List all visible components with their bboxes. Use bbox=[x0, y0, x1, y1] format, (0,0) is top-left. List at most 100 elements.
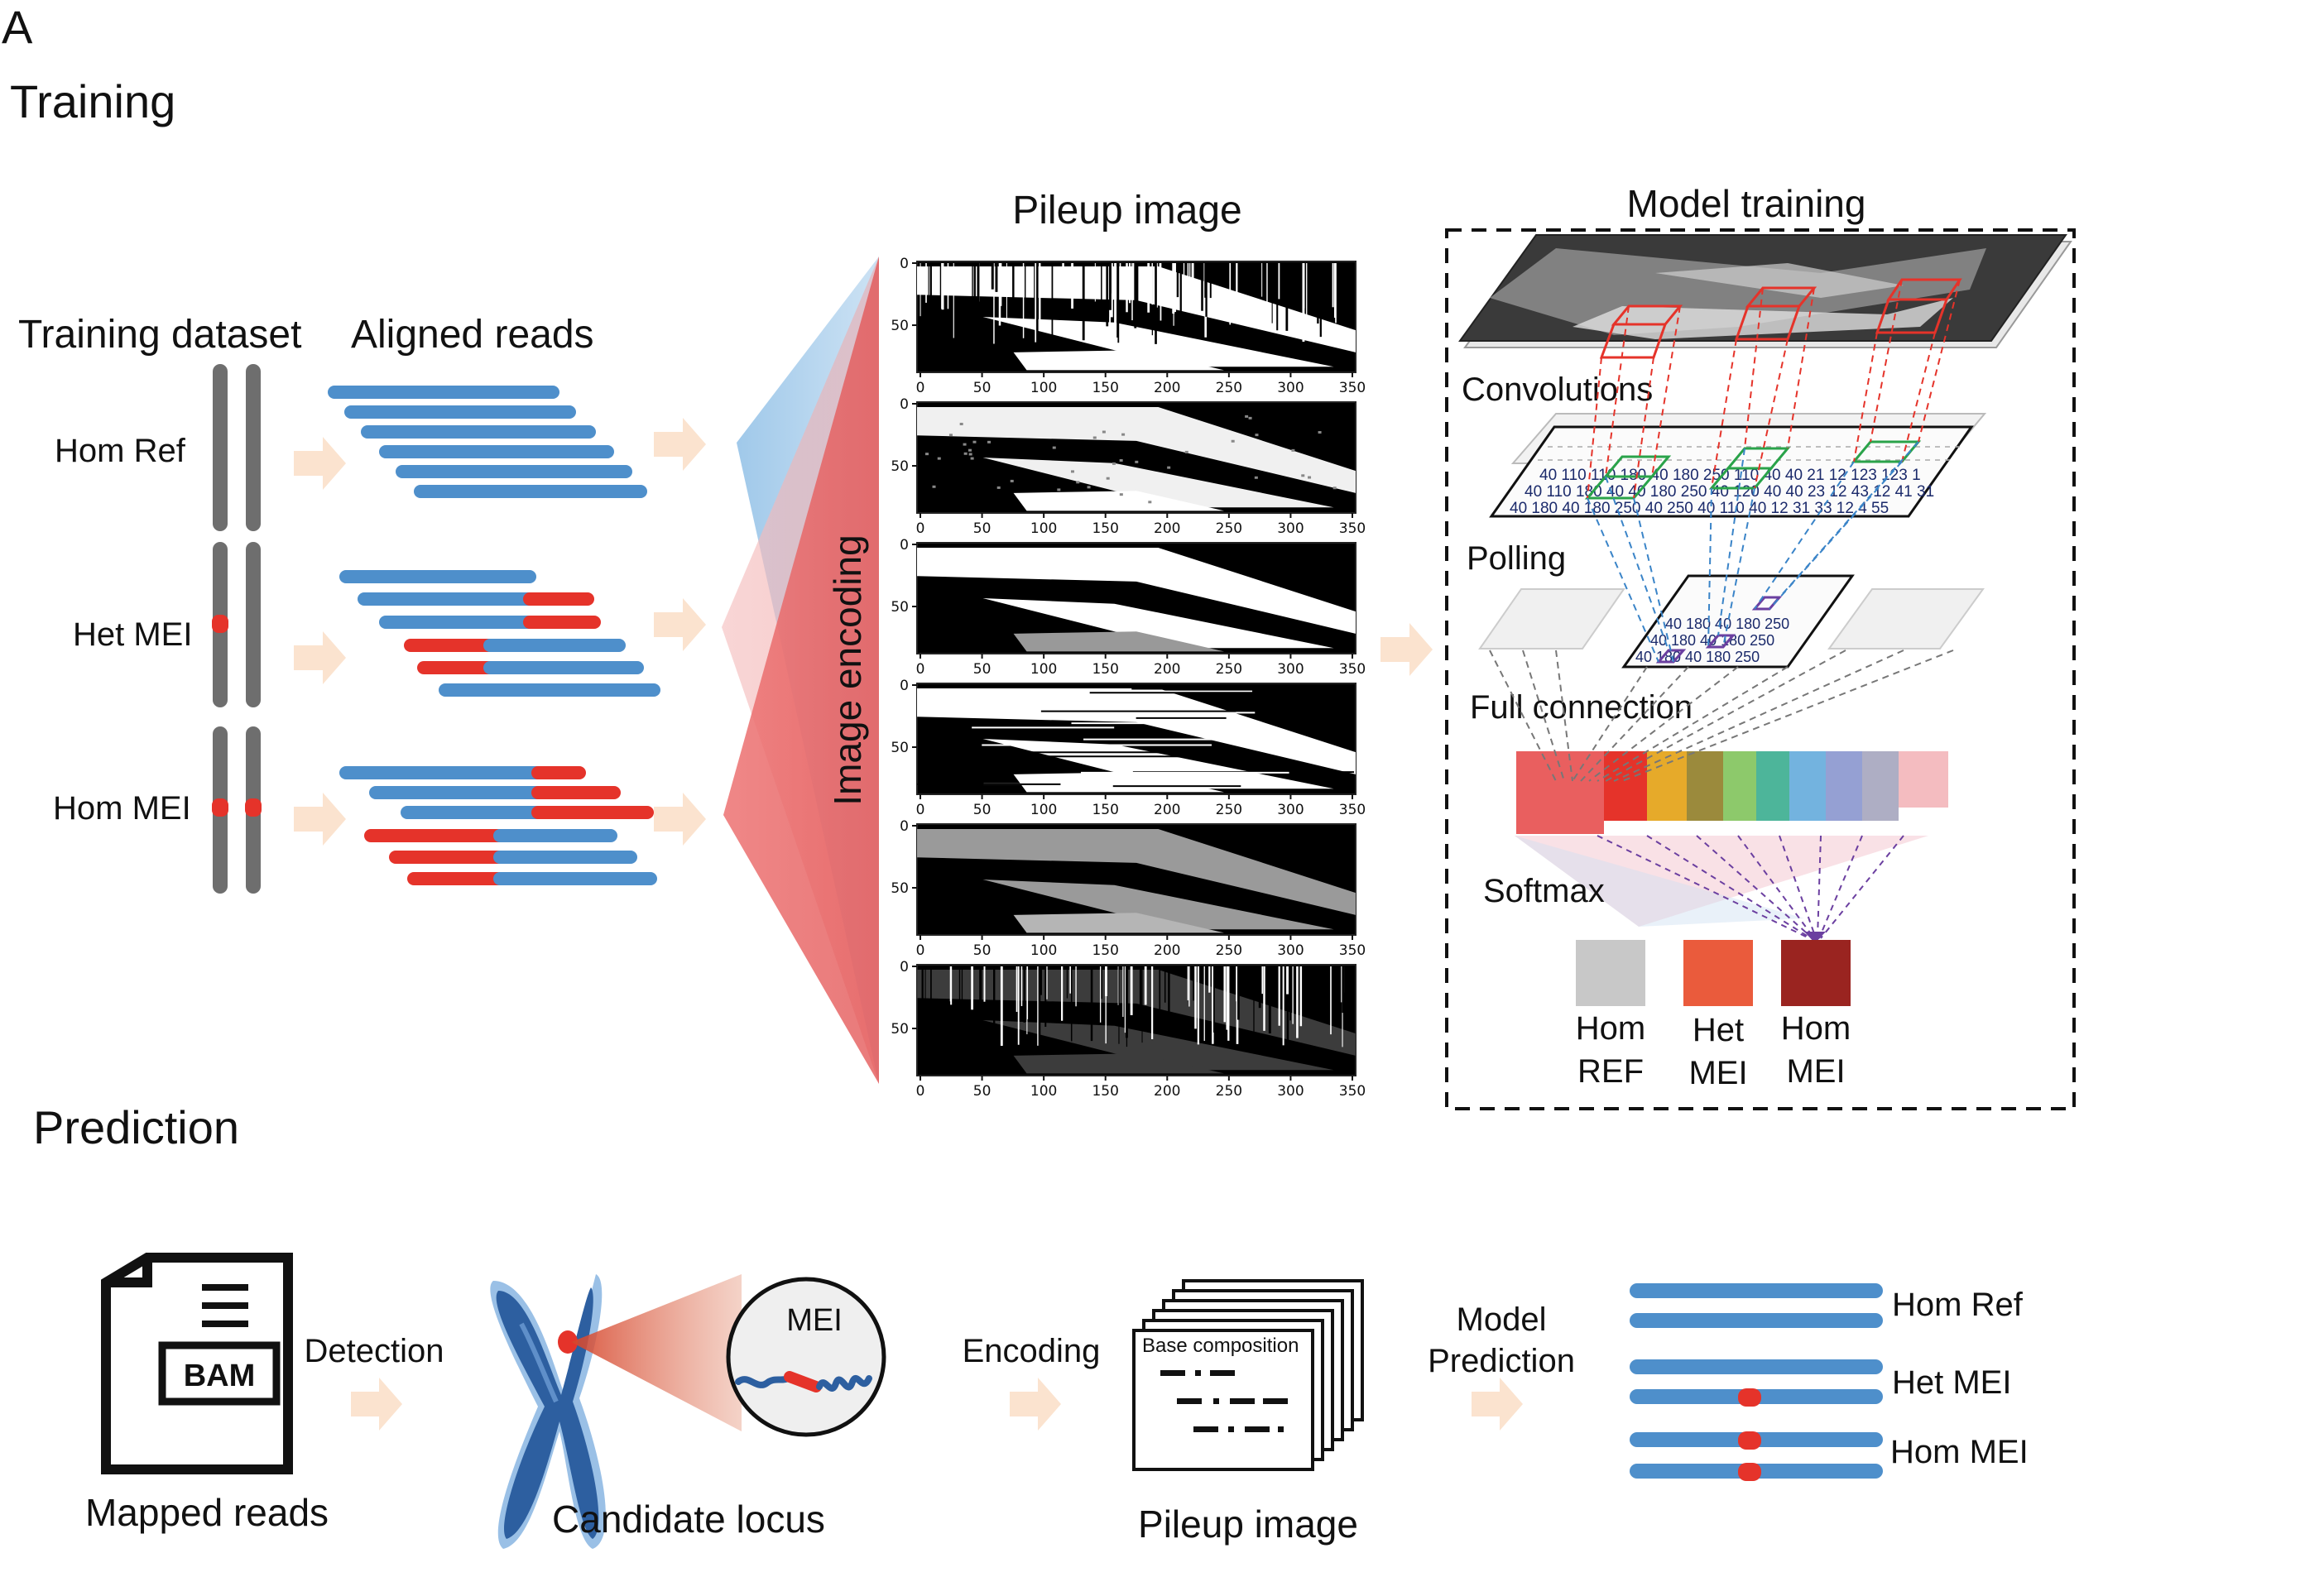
pileup-panel: 0 50 0 50 100 150 200 250 300 350 bbox=[891, 256, 1366, 396]
arrow-right bbox=[654, 418, 706, 471]
model-training-box bbox=[1445, 228, 2076, 1110]
pileup-x-tick: 200 bbox=[1154, 380, 1180, 396]
pileup-x-tick: 200 bbox=[1154, 942, 1180, 959]
softmax-label: Softmax bbox=[1483, 873, 1605, 909]
output-hom-ref-label-2: REF bbox=[1577, 1053, 1644, 1090]
conv-matrix-row: 40 180 40 180 250 40 250 40 110 40 12 31… bbox=[1510, 500, 1889, 517]
pileup-y-tick: 0 bbox=[900, 256, 909, 272]
pileup-y-tick: 50 bbox=[891, 599, 909, 616]
prediction-title: Prediction bbox=[33, 1101, 239, 1153]
pileup-x-tick: 250 bbox=[1216, 661, 1242, 678]
pileup-x-tick: 0 bbox=[916, 942, 925, 959]
fc-neuron bbox=[1647, 751, 1687, 821]
pileup-x-tick: 300 bbox=[1277, 520, 1304, 537]
pileup-panel: 0 50 0 50 100 150 200 250 300 350 bbox=[891, 959, 1366, 1100]
softmax-fan bbox=[1515, 836, 1804, 927]
softmax-arrowhead bbox=[1804, 932, 1826, 943]
zoom-cone bbox=[571, 1274, 742, 1431]
arrow-right bbox=[654, 598, 706, 651]
chromosome-hom-mei bbox=[212, 726, 262, 894]
result-hom-ref bbox=[1630, 1283, 1883, 1328]
aligned-reads-hom-ref bbox=[328, 386, 647, 498]
pileup-y-tick: 50 bbox=[891, 318, 909, 334]
aligned-reads-het-mei bbox=[339, 570, 660, 697]
pileup-x-tick: 0 bbox=[916, 1083, 925, 1100]
genotype-label-hom-mei: Hom MEI bbox=[53, 790, 191, 827]
pileup-x-tick: 200 bbox=[1154, 802, 1180, 818]
convolutions-label: Convolutions bbox=[1462, 371, 1653, 408]
pool-layer-planes bbox=[1478, 574, 1985, 669]
base-composition-dashes bbox=[1160, 1370, 1288, 1432]
softmax-fan bbox=[1515, 836, 1928, 927]
pileup-x-tick: 50 bbox=[973, 942, 992, 959]
mei-marker bbox=[245, 798, 262, 817]
arrow-right bbox=[294, 793, 346, 846]
pileup-x-tick: 100 bbox=[1030, 802, 1057, 818]
pileup-x-tick: 250 bbox=[1216, 1083, 1242, 1100]
output-hom-mei-box bbox=[1781, 940, 1851, 1006]
bam-label: BAM bbox=[184, 1359, 256, 1393]
conv-matrix-row: 40 110 110 180 40 180 250 110 40 40 21 1… bbox=[1539, 467, 1921, 484]
pileup-y-tick: 50 bbox=[891, 458, 909, 475]
pileup-panel: 0 50 0 50 100 150 200 250 300 350 bbox=[891, 537, 1366, 678]
genotype-label-het-mei: Het MEI bbox=[73, 616, 192, 653]
result-label-hom-ref: Hom Ref bbox=[1892, 1287, 2024, 1323]
panel-letter: A bbox=[2, 1, 33, 53]
mei-zoom-circle bbox=[726, 1277, 886, 1437]
output-hom-ref-label-1: Hom bbox=[1576, 1010, 1645, 1047]
pileup-x-tick: 100 bbox=[1030, 520, 1057, 537]
softmax-connectors bbox=[1597, 835, 1904, 939]
result-het-mei bbox=[1630, 1359, 1883, 1407]
pileup-x-tick: 250 bbox=[1216, 520, 1242, 537]
pileup-x-tick: 100 bbox=[1030, 942, 1057, 959]
pileup-panel: 0 50 0 50 100 150 200 250 300 350 bbox=[891, 818, 1366, 959]
pileup-x-tick: 0 bbox=[916, 802, 925, 818]
pileup-image-label: Pileup image bbox=[1138, 1503, 1358, 1546]
output-hom-ref-box bbox=[1576, 940, 1645, 1006]
model-training-title: Model training bbox=[1627, 182, 1866, 225]
pileup-x-tick: 50 bbox=[973, 520, 992, 537]
pileup-x-tick: 200 bbox=[1154, 661, 1180, 678]
pileup-x-tick: 150 bbox=[1092, 942, 1118, 959]
arrow-right bbox=[351, 1378, 402, 1431]
arrows-left bbox=[294, 418, 1433, 846]
arrow-right bbox=[1380, 623, 1433, 676]
mei-label: MEI bbox=[786, 1303, 843, 1338]
pileup-x-tick: 300 bbox=[1277, 942, 1304, 959]
arrow-right bbox=[294, 631, 346, 684]
candidate-locus-label: Candidate locus bbox=[552, 1498, 825, 1541]
pileup-image-title: Pileup image bbox=[1012, 189, 1242, 232]
encoding-fans bbox=[722, 256, 879, 1084]
pileup-x-tick: 150 bbox=[1092, 380, 1118, 396]
fc-neuron bbox=[1723, 751, 1756, 821]
training-dataset-label: Training dataset bbox=[18, 313, 301, 357]
pileup-x-tick: 0 bbox=[916, 520, 925, 537]
pileup-x-tick: 0 bbox=[916, 380, 925, 396]
pileup-y-tick: 0 bbox=[900, 396, 909, 413]
pileup-x-tick: 350 bbox=[1339, 520, 1366, 537]
fc-neuron bbox=[1756, 751, 1789, 821]
fc-neuron bbox=[1862, 751, 1899, 821]
pileup-x-tick: 350 bbox=[1339, 661, 1366, 678]
pileup-y-tick: 0 bbox=[900, 959, 909, 975]
pileup-x-tick: 50 bbox=[973, 380, 992, 396]
model-prediction-label-2: Prediction bbox=[1428, 1343, 1575, 1379]
pileup-y-tick: 0 bbox=[900, 537, 909, 554]
detection-label: Detection bbox=[305, 1333, 444, 1369]
mei-marker bbox=[212, 615, 228, 633]
bam-file-icon bbox=[101, 1253, 293, 1474]
model-prediction-label-1: Model bbox=[1457, 1301, 1547, 1338]
pileup-y-tick: 50 bbox=[891, 740, 909, 756]
pileup-x-tick: 200 bbox=[1154, 1083, 1180, 1100]
aligned-reads-label: Aligned reads bbox=[351, 313, 594, 357]
pileup-x-tick: 100 bbox=[1030, 380, 1057, 396]
pileup-y-tick: 0 bbox=[900, 818, 909, 835]
output-het-mei-label-2: MEI bbox=[1688, 1055, 1747, 1091]
pileup-panel: 0 50 0 50 100 150 200 250 300 350 bbox=[891, 678, 1366, 818]
pileup-x-tick: 300 bbox=[1277, 380, 1304, 396]
pileup-x-tick: 50 bbox=[973, 1083, 992, 1100]
mapped-reads-label: Mapped reads bbox=[85, 1491, 329, 1534]
chromosome-hom-ref bbox=[213, 364, 261, 531]
output-hom-mei-label-1: Hom bbox=[1781, 1010, 1851, 1047]
